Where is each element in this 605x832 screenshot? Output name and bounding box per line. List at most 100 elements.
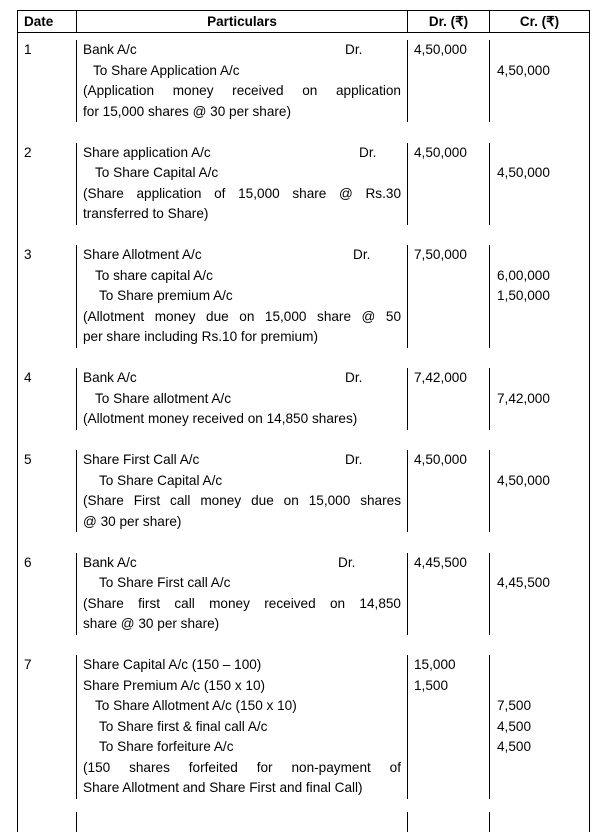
particular-text: Bank A/c — [83, 554, 137, 570]
dr-amount — [414, 163, 489, 184]
particular-line: To Share First call A/c — [83, 573, 401, 594]
cr-amount — [497, 409, 589, 430]
empty-cell — [490, 812, 589, 832]
header-dr: Dr. (₹) — [408, 11, 490, 32]
particular-line: per share including Rs.10 for premium) — [83, 327, 401, 348]
entry-dr: 4,45,500 — [408, 552, 490, 635]
journal-entry: 4 Bank A/c Dr. To Share allotment A/c (Allot… — [18, 361, 589, 443]
entry-date: 7 — [18, 655, 77, 799]
cr-amount — [497, 594, 589, 615]
dr-amount — [414, 614, 489, 635]
dr-amount: 4,50,000 — [414, 42, 467, 57]
particular-text: Share Capital A/c (150 – 100) — [83, 657, 262, 672]
particular-line: Bank A/c Dr. — [83, 40, 401, 61]
cr-amount — [497, 614, 589, 635]
empty-cell — [408, 812, 490, 832]
particular-text: Share Allotment and Share First and fina… — [83, 780, 363, 795]
cr-amount: 4,45,500 — [497, 575, 550, 590]
particular-text: To Share Application A/c — [93, 62, 240, 78]
entry-date: 1 — [18, 40, 77, 122]
particular-line: Share Capital A/c (150 – 100) — [83, 655, 401, 676]
particular-line: To Share first & final call A/c — [83, 717, 401, 738]
dr-amount: 1,500 — [414, 677, 449, 693]
particular-line: @ 30 per share) — [83, 512, 401, 533]
dr-amount — [414, 573, 489, 594]
entry-cr: 7,42,000 — [490, 368, 589, 430]
dr-amount: 7,50,000 — [414, 247, 467, 262]
entry-particulars: Bank A/c Dr. To Share First call A/c (Share… — [77, 552, 408, 635]
table-fill — [18, 812, 589, 832]
cr-amount — [497, 204, 589, 225]
cr-amount — [497, 758, 589, 779]
particular-line: Share Premium A/c (150 x 10) — [83, 676, 401, 697]
dr-amount: 4,45,500 — [414, 554, 467, 570]
cr-amount: 4,500 — [497, 718, 532, 734]
dr-amount — [414, 184, 489, 205]
cr-amount — [497, 512, 589, 533]
particular-text: share @ 30 per share) — [83, 616, 220, 631]
cr-amount — [497, 81, 589, 102]
entry-dr: 4,50,000 — [408, 40, 490, 122]
journal-table: Date Particulars Dr. (₹) Cr. (₹) 1 Bank A… — [17, 10, 590, 832]
dr-amount — [414, 594, 489, 615]
dr-amount — [414, 778, 489, 799]
entry-dr: 7,42,000 — [408, 368, 490, 430]
cr-amount — [497, 102, 589, 123]
particular-line: To Share Capital A/c — [83, 163, 401, 184]
particular-text: To Share Capital A/c — [95, 165, 219, 180]
particular-line: (Share first call money received on 14,8… — [83, 595, 401, 611]
cr-amount — [497, 40, 589, 61]
journal-entry: 6 Bank A/c Dr. To Share First call A/c (Shar… — [18, 546, 589, 649]
entry-cr: 7,500 4,500 4,500 — [490, 655, 589, 799]
cr-amount — [497, 553, 589, 574]
header-particulars: Particulars — [77, 11, 408, 32]
particular-text: for 15,000 shares @ 30 per share) — [83, 103, 292, 119]
entry-cr: 4,50,000 — [490, 143, 589, 225]
dr-amount — [414, 204, 489, 225]
entry-date: 5 — [18, 450, 77, 532]
cr-amount — [497, 368, 589, 389]
date-text: 5 — [24, 452, 32, 467]
dr-amount: 4,50,000 — [414, 144, 467, 160]
entry-cr: 4,50,000 — [490, 450, 589, 532]
entry-particulars: Bank A/c Dr. To Share Application A/c (Appl… — [77, 40, 408, 122]
particular-text: Share First Call A/c — [83, 452, 200, 467]
cr-amount: 4,50,000 — [497, 165, 550, 180]
dr-amount: 7,42,000 — [414, 370, 467, 385]
date-text: 4 — [24, 370, 32, 385]
particular-line: Bank A/c Dr. — [83, 553, 401, 574]
empty-cell — [18, 812, 77, 832]
entry-dr: 4,50,000 — [408, 142, 490, 225]
dr-amount — [414, 102, 489, 123]
dr-marker: Dr. — [353, 247, 371, 262]
particular-text: @ 30 per share) — [83, 513, 182, 529]
cr-amount: 7,500 — [497, 698, 532, 713]
journal-entry: 5 Share First Call A/c Dr. To Share Capital… — [18, 443, 589, 546]
entry-cr: 6,00,000 1,50,000 — [490, 245, 589, 348]
dr-marker: Dr. — [359, 144, 377, 160]
particular-line: (Allotment money due on 15,000 share @ 5… — [83, 308, 401, 324]
particular-line: Bank A/c Dr. — [83, 368, 401, 389]
particular-text: Share Premium A/c (150 x 10) — [83, 677, 266, 693]
cr-amount — [497, 143, 589, 164]
dr-amount — [414, 717, 489, 738]
cr-amount — [497, 655, 589, 676]
dr-amount — [414, 81, 489, 102]
header-date: Date — [18, 11, 77, 32]
particular-text: To share capital A/c — [95, 267, 213, 283]
dr-amount — [414, 327, 489, 348]
particular-line: To Share premium A/c — [83, 286, 401, 307]
dr-amount: 4,50,000 — [414, 452, 467, 467]
particular-line: Share application A/c Dr. — [83, 143, 401, 164]
dr-marker: Dr. — [345, 42, 363, 57]
dr-marker: Dr. — [338, 554, 356, 570]
particular-line: (Application money received on applicati… — [83, 83, 401, 98]
particular-line: transferred to Share) — [83, 204, 401, 225]
dr-amount — [414, 491, 489, 512]
dr-amount — [414, 696, 489, 717]
cr-amount — [497, 245, 589, 266]
particular-line: To share capital A/c — [83, 266, 401, 287]
particular-line: Share First Call A/c Dr. — [83, 450, 401, 471]
particular-text: Bank A/c — [83, 370, 137, 385]
particular-text: transferred to Share) — [83, 206, 209, 221]
